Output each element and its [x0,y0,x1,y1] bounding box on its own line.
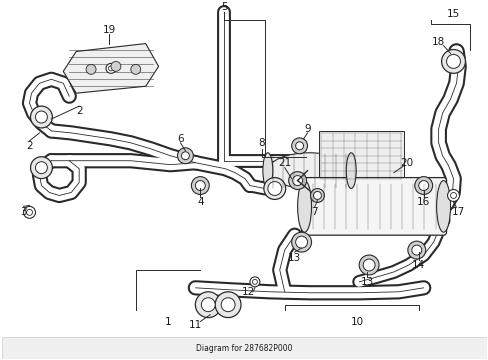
Circle shape [310,189,324,202]
Circle shape [201,298,215,312]
Text: 2: 2 [26,141,33,151]
Text: 15: 15 [446,9,459,19]
Circle shape [418,181,428,190]
Circle shape [108,66,113,71]
Text: 21: 21 [278,158,291,168]
Polygon shape [63,44,158,93]
Text: 3: 3 [20,207,27,217]
Text: 17: 17 [451,207,464,217]
Text: 6: 6 [177,134,183,144]
Circle shape [264,177,285,199]
Circle shape [267,181,281,195]
Ellipse shape [263,153,272,189]
Circle shape [363,259,374,271]
Text: 11: 11 [188,320,202,329]
Circle shape [30,157,52,179]
Circle shape [295,236,307,248]
Ellipse shape [297,181,311,232]
Circle shape [221,298,235,312]
Circle shape [313,192,321,199]
Circle shape [441,50,465,73]
Text: 7: 7 [310,207,317,217]
Circle shape [30,106,52,128]
Text: 13: 13 [360,277,373,287]
Circle shape [249,277,259,287]
FancyBboxPatch shape [301,177,446,235]
Circle shape [292,176,302,185]
Circle shape [195,181,205,190]
Circle shape [447,189,459,202]
Circle shape [106,63,116,73]
Circle shape [446,54,460,68]
Text: 12: 12 [241,287,254,297]
Bar [319,131,403,181]
Circle shape [252,279,257,284]
Text: 13: 13 [287,253,301,263]
Circle shape [359,255,378,275]
Circle shape [36,162,47,174]
Circle shape [191,177,209,194]
Circle shape [195,292,221,318]
Ellipse shape [267,153,350,189]
Circle shape [36,111,47,123]
Circle shape [177,148,193,164]
Circle shape [411,245,421,255]
Text: 5: 5 [221,2,227,12]
Circle shape [111,62,121,71]
Circle shape [86,64,96,74]
Circle shape [181,152,189,160]
Text: 18: 18 [431,37,445,46]
Bar [2,337,486,359]
Circle shape [215,292,241,318]
Circle shape [407,241,425,259]
Text: 9: 9 [304,124,310,134]
Circle shape [131,64,141,74]
Circle shape [291,138,307,154]
Text: 1: 1 [165,316,171,327]
Circle shape [291,232,311,252]
Ellipse shape [346,153,355,189]
Text: 4: 4 [197,197,203,207]
Text: 10: 10 [350,316,363,327]
Text: 19: 19 [102,24,115,35]
Circle shape [26,210,32,215]
Circle shape [449,193,456,198]
Circle shape [288,172,306,189]
Text: 2: 2 [76,106,82,116]
Text: 14: 14 [411,260,425,270]
Text: 20: 20 [400,158,412,168]
Text: Diagram for 287682P000: Diagram for 287682P000 [196,344,292,353]
Text: 16: 16 [416,197,429,207]
Text: 8: 8 [258,138,264,148]
Circle shape [23,206,36,218]
Ellipse shape [436,181,449,232]
Circle shape [295,142,303,150]
Circle shape [414,177,432,194]
